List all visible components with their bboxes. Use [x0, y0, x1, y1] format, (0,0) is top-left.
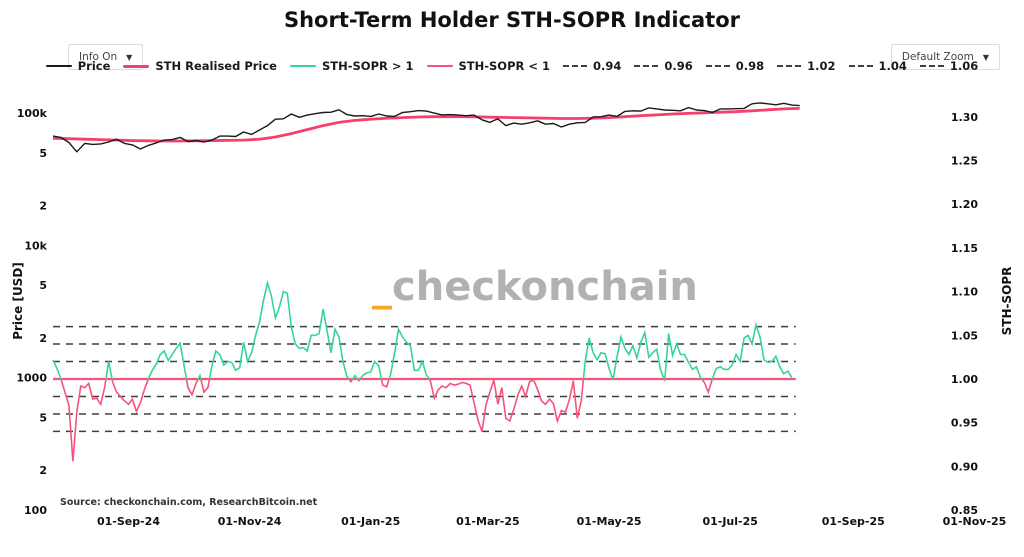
legend-item-sth-realised-price[interactable]: STH Realised Price [123, 59, 277, 73]
watermark: _checkonchain [372, 264, 698, 310]
legend-item-label: STH-SOPR > 1 [321, 59, 414, 73]
legend-item-0.98[interactable]: 0.98 [705, 59, 765, 73]
watermark-accent: _ [372, 264, 392, 310]
y-right-tick: 1.10 [951, 286, 978, 299]
y-axis-right-title: STH-SOPR [1000, 266, 1014, 336]
sth-realised-price-line [52, 107, 800, 143]
x-axis-tick: 01-Jul-25 [702, 515, 757, 528]
legend-item-0.96[interactable]: 0.96 [634, 59, 693, 73]
y-left-tick: 2 [39, 464, 47, 477]
y-right-tick: 0.90 [951, 460, 978, 473]
legend-item-label: STH Realised Price [155, 59, 277, 73]
y-left-tick: 100 [24, 504, 47, 517]
y-left-tick: 2 [39, 332, 47, 345]
legend-item-sth-sopr-1[interactable]: STH-SOPR > 1 [289, 59, 414, 73]
watermark-text: checkonchain [392, 264, 698, 310]
y-left-tick: 2 [39, 200, 47, 213]
y-axis-left-title: Price [USD] [11, 262, 25, 340]
zoom-dropdown-button[interactable]: Default Zoom ▼ [890, 44, 1000, 70]
legend-dash-swatch [634, 65, 659, 67]
legend-dash-swatch [777, 65, 802, 67]
x-axis-tick: 01-Mar-25 [456, 515, 520, 528]
y-right-tick: 1.00 [951, 373, 978, 386]
y-left-tick: 1000 [16, 372, 47, 385]
legend-item-price[interactable]: Price [45, 59, 111, 73]
legend-item-0.94[interactable]: 0.94 [563, 59, 621, 73]
legend-dash-swatch [848, 65, 873, 67]
sopr-above-line [52, 279, 793, 380]
legend-item-label: STH-SOPR < 1 [458, 59, 551, 73]
y-right-tick: 1.25 [951, 155, 978, 168]
y-right-tick: 1.20 [951, 198, 978, 211]
legend: Price STH Realised Price STH-SOPR > 1 STH-S… [0, 59, 1024, 73]
y-left-tick: 5 [39, 279, 47, 292]
legend-item-label: 1.02 [807, 59, 836, 73]
page-title: Short-Term Holder STH-SOPR Indicator [283, 8, 741, 32]
y-left-tick: 10k [24, 239, 47, 252]
legend-item-label: 1.04 [878, 59, 907, 73]
y-right-tick: 1.30 [951, 111, 978, 124]
legend-item-label: 0.98 [735, 59, 765, 73]
source-attribution: Source: checkonchain.com, ResearchBitcoi… [60, 497, 318, 508]
legend-item-label: 0.96 [664, 59, 693, 73]
x-axis-tick: 01-Jan-25 [341, 515, 400, 528]
sopr-below-line [59, 378, 714, 462]
legend-dash-swatch [705, 65, 730, 67]
x-axis-tick: 01-May-25 [577, 515, 642, 528]
legend-item-label: 1.06 [949, 59, 979, 73]
legend-item-1.04[interactable]: 1.04 [848, 59, 907, 73]
chevron-down-icon: ▼ [982, 52, 989, 62]
legend-item-sth-sopr-1[interactable]: STH-SOPR < 1 [426, 59, 551, 73]
price-line [52, 102, 800, 153]
legend-item-1.02[interactable]: 1.02 [777, 59, 836, 73]
legend-item-label: 0.94 [593, 59, 622, 73]
y-right-tick: 1.15 [951, 242, 978, 255]
y-left-tick: 5 [39, 147, 47, 160]
legend-line-swatch [426, 65, 453, 67]
legend-line-swatch [289, 65, 316, 67]
legend-item-1.06[interactable]: 1.06 [919, 59, 979, 73]
x-axis-tick: 01-Nov-25 [943, 515, 1007, 528]
x-axis-tick: 01-Sep-25 [822, 515, 885, 528]
legend-line-swatch [45, 65, 72, 67]
y-right-tick: 1.05 [951, 329, 978, 342]
info-dropdown-label: Info On [79, 51, 118, 63]
zoom-dropdown-label: Default Zoom [901, 51, 974, 63]
chevron-down-icon: ▼ [126, 52, 133, 62]
y-left-tick: 100k [17, 107, 48, 120]
y-right-tick: 0.95 [951, 417, 978, 430]
y-left-tick: 5 [39, 412, 47, 425]
x-axis-tick: 01-Sep-24 [97, 515, 160, 528]
y-right-tick: 0.85 [951, 504, 978, 517]
legend-line-swatch [123, 64, 150, 68]
legend-dash-swatch [563, 65, 588, 67]
legend-dash-swatch [919, 65, 944, 67]
legend-item-label: Price [77, 59, 111, 73]
x-axis-tick: 01-Nov-24 [218, 515, 282, 528]
